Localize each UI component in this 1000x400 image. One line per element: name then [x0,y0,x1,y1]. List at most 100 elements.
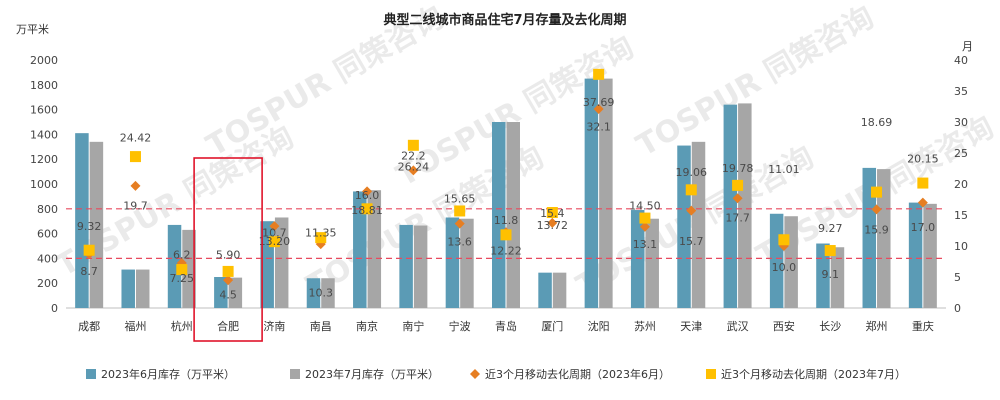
bar-june-inventory [816,243,830,308]
bar-june-inventory [584,78,599,308]
bar-july-inventory [182,229,196,308]
data-label: 32.1 [586,120,611,133]
marker-june-turnover [593,103,604,114]
bar-june-inventory [214,277,228,308]
marker-july-turnover [824,245,836,257]
bar-june-inventory [630,210,645,308]
bar-july-inventory [321,278,335,308]
left-axis-tick-label: 200 [37,277,58,290]
left-axis-unit: 万平米 [16,23,49,36]
legend-swatch [290,369,300,379]
x-axis-category-label: 天津 [680,320,702,333]
right-axis-tick-label: 30 [954,116,968,129]
data-label: 8.7 [80,265,98,278]
data-label: 4.5 [219,288,237,301]
bar-june-inventory [75,133,89,308]
x-axis-category-label: 苏州 [634,320,656,333]
left-axis-tick-label: 1000 [30,178,58,191]
bar-june-inventory [908,202,923,308]
bar-july-inventory [135,269,150,308]
left-axis-tick-label: 1600 [30,104,58,117]
bar-july-inventory [830,247,845,308]
x-axis-category-label: 济南 [263,319,285,333]
bar-july-inventory [645,218,659,308]
legend-label: 近3个月移动去化周期（2023年6月） [485,367,670,381]
data-label: 14.50 [629,200,661,213]
legend-swatch [706,369,716,379]
legend-swatch [86,369,96,379]
legend-label: 2023年7月库存（万平米） [305,367,439,381]
data-label: 24.42 [120,132,152,145]
right-axis-tick-label: 5 [954,271,961,284]
axes-layer: 0 200 400 600 800 1000 1200 1400 1600 1800 2000 0 5 1… [30,54,968,333]
marker-june-turnover [639,221,650,232]
marker-june-turnover [454,218,465,229]
data-label: 10.7 [262,226,287,239]
data-label: 11.8 [494,214,519,227]
bar-july-inventory [923,203,937,308]
watermark-mark: TOSPUR 同策咨询 [631,0,880,164]
x-axis-category-label: 南京 [356,319,378,333]
data-label: 9.27 [818,222,843,235]
x-axis-category-label: 长沙 [819,320,841,333]
right-axis-tick-label: 40 [954,54,968,67]
marker-july-turnover [268,236,280,248]
data-label: 18.69 [861,116,893,129]
data-label: 16.0 [355,189,380,202]
left-axis-tick-label: 2000 [30,54,58,67]
bar-june-inventory [353,191,367,308]
data-label: 13.6 [447,236,472,249]
data-label: 6.2 [173,249,191,262]
x-axis-category-label: 宁波 [449,319,471,333]
data-label: 13.72 [537,219,569,232]
bar-july-inventory [413,225,428,308]
chart-title: 典型二线城市商品住宅7月存量及去化周期 [383,12,626,28]
bar-july-inventory [506,122,520,308]
bars-layer [75,78,937,309]
marker-june-turnover [130,180,141,191]
markers-layer [83,68,929,286]
data-label: 15.7 [679,235,704,248]
bar-june-inventory [306,278,321,308]
data-label: 20.15 [907,153,939,166]
data-label: 15.65 [444,192,476,205]
marker-july-turnover [222,265,234,277]
marker-july-turnover [315,232,327,244]
bar-june-inventory [492,122,506,308]
bar-july-inventory [691,141,706,308]
marker-july-turnover [407,139,419,151]
data-label: 10.3 [308,287,333,300]
marker-july-turnover [500,229,512,241]
right-axis-tick-label: 35 [954,85,968,98]
marker-june-turnover [547,217,558,228]
data-label: 19.7 [123,200,148,213]
bar-june-inventory [399,224,413,308]
marker-july-turnover [454,205,466,217]
highlight-box [193,157,263,342]
data-label: 26.24 [398,161,430,174]
data-label: 11.35 [305,226,337,239]
right-axis-unit: 月 [962,40,973,53]
data-label: 7.25 [170,272,195,285]
data-label: 11.01 [768,163,800,176]
data-label: 17.7 [725,211,750,224]
legend-label: 近3个月移动去化周期（2023年7月） [721,367,906,381]
bar-july-inventory [89,141,104,308]
marker-july-turnover [593,68,605,80]
data-label: 37.69 [583,96,615,109]
bar-july-inventory [599,78,613,308]
bar-june-inventory [862,167,877,308]
x-axis-category-label: 福州 [124,319,146,333]
marker-july-turnover [639,212,651,224]
marker-june-turnover [362,186,373,197]
x-axis-category-label: 成都 [78,320,100,333]
marker-july-turnover [546,207,558,219]
marker-july-turnover [176,264,188,276]
marker-june-turnover [917,197,928,208]
marker-june-turnover [732,193,743,204]
marker-july-turnover [361,203,373,215]
left-axis-tick-label: 1800 [30,79,58,92]
right-axis-tick-label: 25 [954,147,968,160]
bar-july-inventory [738,103,752,309]
marker-june-turnover [686,205,697,216]
